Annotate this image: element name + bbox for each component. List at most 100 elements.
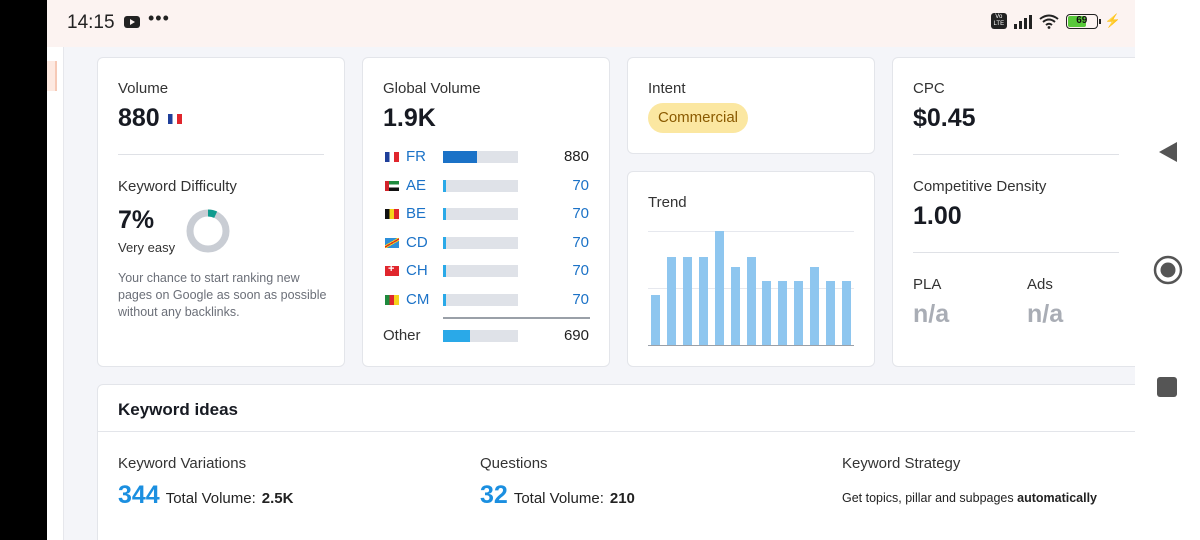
intent-card: Intent Commercial xyxy=(627,57,875,154)
kd-donut-chart xyxy=(186,209,230,253)
cpc-label: CPC xyxy=(913,80,945,97)
trend-bar xyxy=(825,281,835,345)
keyword-ideas-title: Keyword ideas xyxy=(118,400,238,419)
trend-gridline xyxy=(648,231,854,232)
country-volume-value[interactable]: 70 xyxy=(572,291,589,308)
signal-icon xyxy=(1013,14,1032,29)
ads-label: Ads xyxy=(1027,276,1053,293)
charging-icon: ⚡ xyxy=(1104,13,1121,28)
trend-bar xyxy=(841,281,851,345)
country-volume-bar xyxy=(443,151,518,163)
other-volume-bar xyxy=(443,330,518,342)
keyword-strategy-label: Keyword Strategy xyxy=(842,455,961,472)
trend-baseline xyxy=(648,345,854,346)
keyword-variations-total: 2.5K xyxy=(261,490,294,507)
keyword-ideas-card: Keyword ideas Keyword Variations 344 Tot… xyxy=(97,384,1135,540)
trend-bar xyxy=(794,281,804,345)
intent-label: Intent xyxy=(648,80,686,97)
country-volume-bar xyxy=(443,208,518,221)
other-value: 690 xyxy=(563,327,589,344)
flag-be-icon xyxy=(385,209,399,220)
status-bar: 14:15 ••• Vo LTE 69 ⚡ xyxy=(47,0,1135,47)
keyword-variations-total-label: Total Volume: xyxy=(165,490,256,507)
keyword-variations-count[interactable]: 344 xyxy=(118,481,160,509)
france-flag-icon xyxy=(167,113,182,124)
side-rail xyxy=(47,47,64,540)
battery-icon: 69 xyxy=(1065,13,1101,29)
flag-cd-icon xyxy=(385,237,399,248)
country-volume-bar xyxy=(443,265,518,278)
wifi-icon xyxy=(1039,14,1059,29)
more-notifications-icon: ••• xyxy=(148,8,170,28)
volume-card: Volume 880 Keyword Difficulty 7% Very ea… xyxy=(97,57,345,367)
other-label: Other xyxy=(383,327,421,344)
country-volume-value[interactable]: 70 xyxy=(572,176,589,194)
country-volume-value: 880 xyxy=(563,148,589,165)
trend-bar xyxy=(714,231,724,345)
kd-rating: Very easy xyxy=(118,240,176,255)
kd-label: Keyword Difficulty xyxy=(118,178,237,195)
system-nav-bar xyxy=(1135,0,1200,540)
volume-value: 880 xyxy=(118,104,160,132)
status-time: 14:15 xyxy=(67,12,115,33)
trend-label: Trend xyxy=(648,194,687,211)
competitive-density-value: 1.00 xyxy=(913,202,962,230)
questions-total-label: Total Volume: xyxy=(513,490,604,507)
country-volume-bar xyxy=(443,294,518,306)
divider xyxy=(118,154,324,155)
trend-bar xyxy=(746,257,756,345)
trend-bar xyxy=(730,267,740,345)
trend-bar xyxy=(667,257,677,345)
trend-bar xyxy=(698,257,708,345)
flag-ae-icon xyxy=(385,180,399,191)
volte-icon: Vo LTE xyxy=(990,13,1007,29)
country-volume-bar xyxy=(443,179,518,192)
youtube-icon xyxy=(124,16,140,28)
questions-label: Questions xyxy=(480,455,548,472)
pla-label: PLA xyxy=(913,276,942,293)
divider xyxy=(443,317,590,319)
flag-cm-icon xyxy=(385,295,399,305)
intent-badge: Commercial xyxy=(648,103,749,133)
trend-bar xyxy=(809,267,819,345)
country-volume-value[interactable]: 70 xyxy=(572,205,589,223)
home-icon[interactable] xyxy=(1153,255,1183,285)
recents-icon[interactable] xyxy=(1157,377,1177,397)
divider xyxy=(913,252,1119,253)
global-volume-label: Global Volume xyxy=(383,80,481,97)
ads-value: n/a xyxy=(1027,300,1064,328)
country-volume-value[interactable]: 70 xyxy=(572,262,589,280)
global-volume-value: 1.9K xyxy=(383,104,436,132)
competitive-density-label: Competitive Density xyxy=(913,178,1047,195)
country-code-ch[interactable]: CH xyxy=(406,262,428,280)
keyword-strategy-desc: Get topics, pillar and subpages xyxy=(842,491,1014,505)
country-code-cm[interactable]: CM xyxy=(406,291,430,308)
back-icon[interactable] xyxy=(1157,140,1179,164)
keyword-variations-label: Keyword Variations xyxy=(118,455,247,472)
trend-bar xyxy=(651,294,661,345)
battery-level: 69 xyxy=(1076,14,1088,26)
country-code-cd[interactable]: CD xyxy=(406,233,428,251)
trend-bar xyxy=(762,281,772,345)
country-code-ae[interactable]: AE xyxy=(406,176,427,194)
cpc-value: $0.45 xyxy=(913,104,976,132)
trend-chart xyxy=(648,231,854,345)
pla-value: n/a xyxy=(913,300,950,328)
side-rail-tab[interactable] xyxy=(47,61,57,91)
country-volume-value[interactable]: 70 xyxy=(572,233,589,251)
questions-total: 210 xyxy=(609,490,635,507)
divider xyxy=(913,154,1119,155)
cpc-card: CPC $0.45 Competitive Density 1.00 PLA n… xyxy=(892,57,1135,367)
questions-count[interactable]: 32 xyxy=(480,481,508,509)
trend-card: Trend xyxy=(627,171,875,367)
trend-bar xyxy=(683,257,693,345)
divider xyxy=(98,431,1135,432)
country-code-fr[interactable]: FR xyxy=(406,148,426,165)
kd-description: Your chance to start ranking new pages o… xyxy=(118,271,327,319)
country-code-be[interactable]: BE xyxy=(406,205,427,223)
volume-label: Volume xyxy=(118,80,169,97)
country-volume-bar xyxy=(443,236,518,249)
keyword-strategy-desc-bold: automatically xyxy=(1017,491,1098,505)
global-volume-card: Global Volume 1.9K FR 880 AE 70 BE 70 CD 70 CH 70… xyxy=(362,57,610,367)
kd-value: 7% xyxy=(118,206,155,234)
